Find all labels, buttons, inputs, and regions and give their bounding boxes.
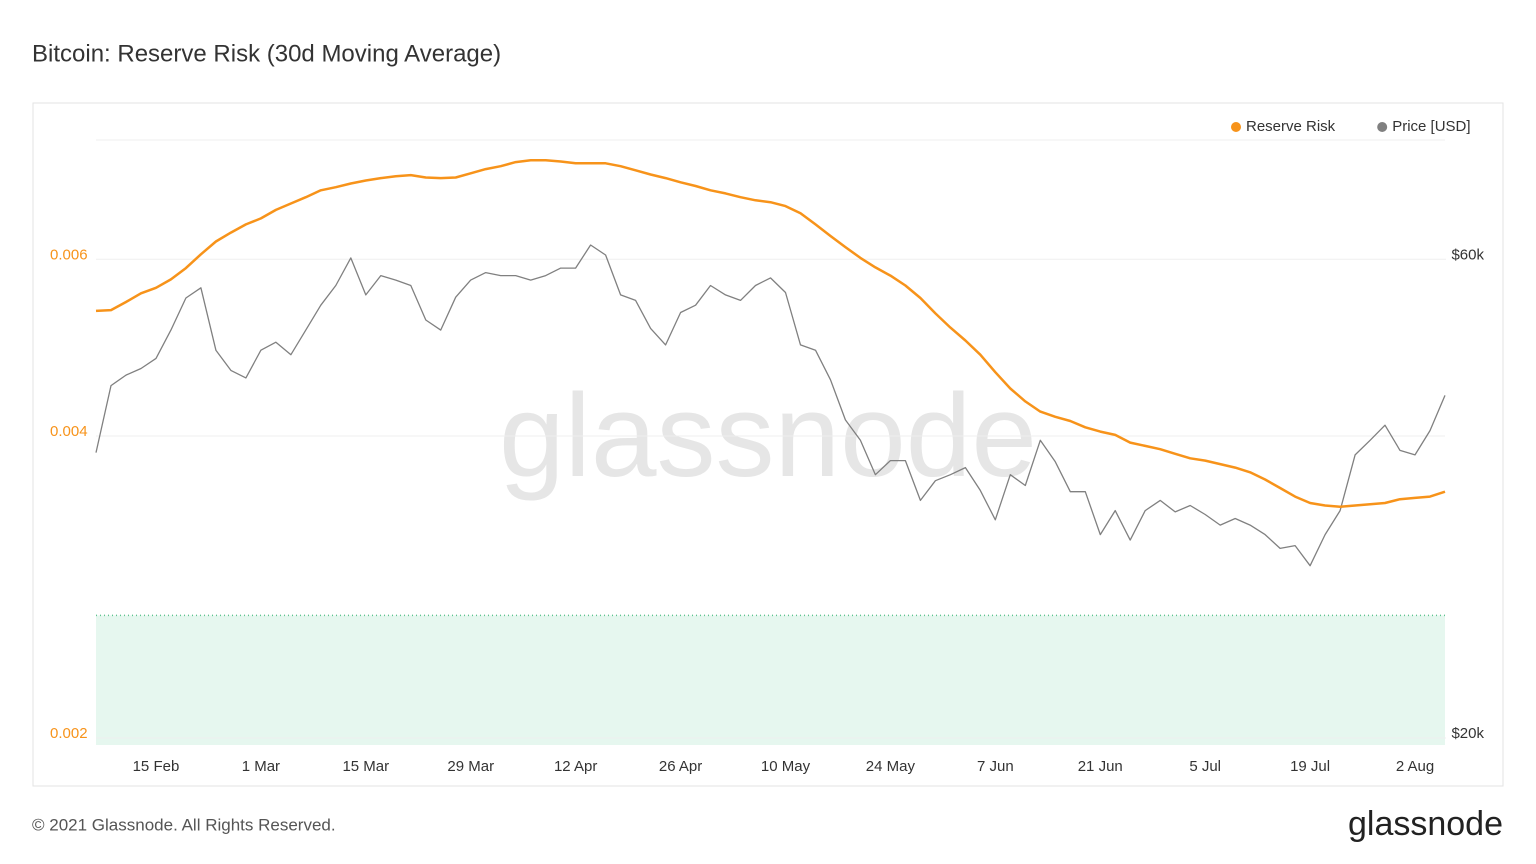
legend-marker: [1231, 122, 1241, 132]
x-tick-label: 10 May: [761, 758, 811, 775]
x-tick-label: 24 May: [866, 758, 916, 775]
x-tick-label: 7 Jun: [977, 758, 1014, 775]
x-tick-label: 21 Jun: [1078, 758, 1123, 775]
copyright: © 2021 Glassnode. All Rights Reserved.: [32, 815, 336, 834]
line-series: [95, 159, 1446, 509]
x-tick-label: 12 Apr: [554, 758, 597, 775]
x-tick-label: 29 Mar: [447, 758, 494, 775]
x-tick-label: 1 Mar: [242, 758, 280, 775]
legend-label: Price [USD]: [1392, 118, 1470, 135]
y-tick-label: 0.006: [50, 246, 88, 263]
x-tick-label: 15 Mar: [342, 758, 389, 775]
x-tick-label: 2 Aug: [1396, 758, 1434, 775]
x-tick-label: 15 Feb: [133, 758, 180, 775]
y2-tick-label: $20k: [1451, 725, 1484, 742]
line-series: [95, 244, 1446, 567]
legend-marker: [1377, 122, 1388, 132]
y2-tick-label: $60k: [1451, 246, 1484, 263]
legend-label: Reserve Risk: [1246, 118, 1336, 135]
x-tick-label: 19 Jul: [1290, 758, 1330, 775]
chart-title: Bitcoin: Reserve Risk (30d Moving Averag…: [32, 40, 501, 67]
x-tick-label: 26 Apr: [659, 758, 702, 775]
zone: [96, 615, 1445, 745]
y-tick-label: 0.002: [50, 725, 88, 742]
x-tick-label: 5 Jul: [1189, 758, 1221, 775]
logo: glassnode: [1348, 805, 1503, 843]
chart-frame: [32, 102, 1504, 787]
y-tick-label: 0.004: [50, 423, 88, 440]
